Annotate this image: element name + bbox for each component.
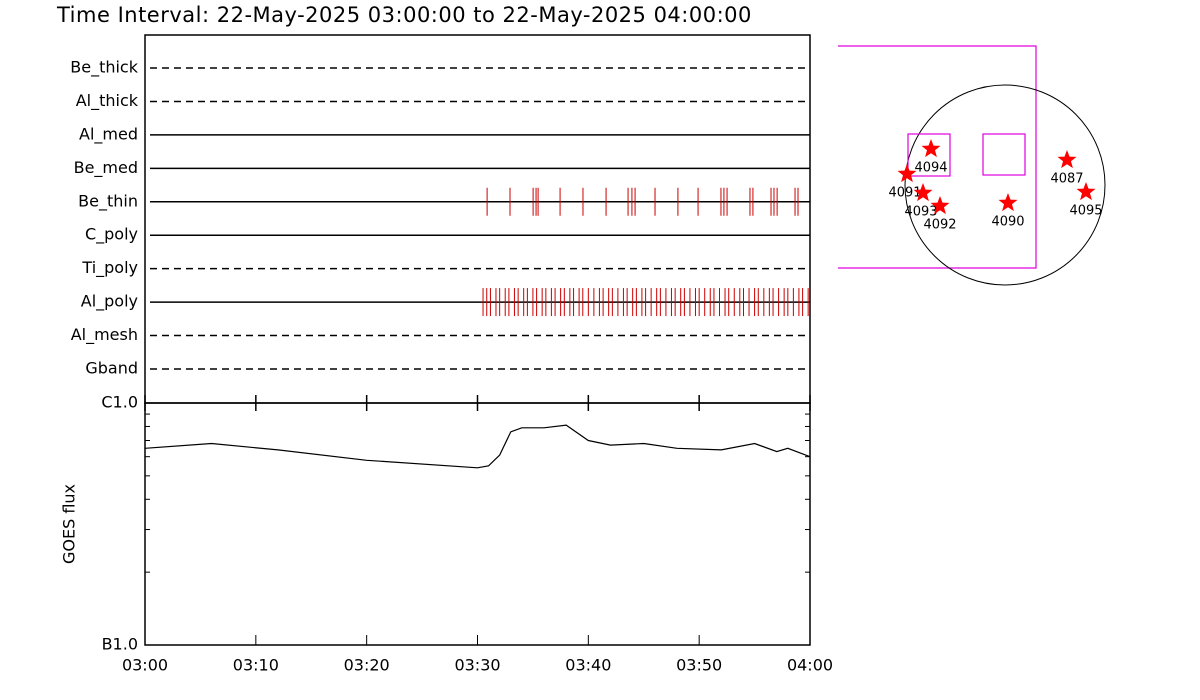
chart-title: Time Interval: 22-May-2025 03:00:00 to 2… [56,3,752,27]
filter-label: Al_med [79,124,138,144]
x-tick-label: 03:20 [344,656,390,675]
region-star [921,139,941,158]
target-box [907,133,951,177]
filter-label: Al_mesh [71,325,138,345]
x-tick-label: 04:00 [787,656,833,675]
region-label: 4094 [914,161,947,176]
region-label: 4095 [1069,204,1102,219]
filter-panel-frame [144,34,811,404]
filter-label: Be_med [74,158,138,178]
y-axis-label: GOES flux [60,484,79,564]
region-star [913,183,933,202]
region-star [930,196,950,215]
fov-box [838,45,1037,269]
goes-panel-frame [144,402,811,646]
x-tick-label: 03:50 [676,656,722,675]
sun-map [838,45,1106,286]
filter-label: C_poly [85,225,138,245]
region-star [1057,150,1077,169]
region-star [998,193,1018,212]
region-label: 4091 [888,186,921,201]
filter-label: Gband [85,358,138,377]
region-star [1076,182,1096,201]
region-label: 4087 [1050,172,1083,187]
filter-label: Ti_poly [81,258,138,278]
filter-label: Al_thick [76,91,139,111]
filter-label: Be_thick [70,58,138,78]
filter-label: Al_poly [81,292,138,312]
filter-label: Be_thin [78,191,138,211]
x-tick-label: 03:40 [565,656,611,675]
goes-curve [144,424,811,469]
x-tick-label: 03:10 [233,656,279,675]
x-tick-label: 03:00 [122,656,168,675]
region-label: 4092 [923,218,956,233]
x-tick-label: 03:30 [454,656,500,675]
solar-limb [904,84,1106,286]
region-label: 4093 [904,205,937,220]
y-tick-label: C1.0 [101,393,138,412]
region-star [897,164,917,183]
y-tick-label: B1.0 [102,635,138,654]
region-label: 4090 [991,215,1024,230]
target-box [982,133,1026,176]
